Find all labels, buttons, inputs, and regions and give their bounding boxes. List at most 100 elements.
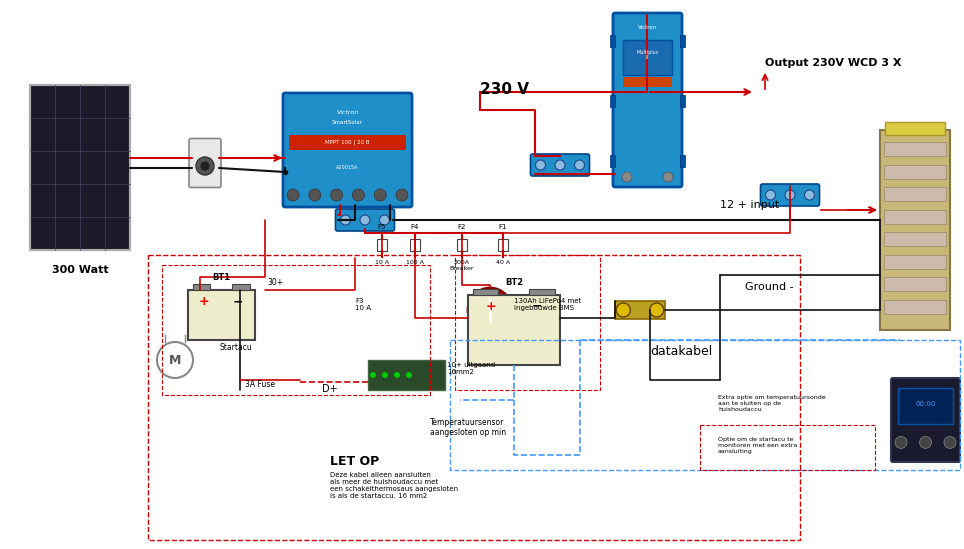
Bar: [884, 255, 946, 268]
FancyBboxPatch shape: [613, 13, 682, 187]
Text: Startacu: Startacu: [220, 343, 253, 352]
Circle shape: [380, 215, 389, 225]
Bar: [188, 290, 255, 340]
Bar: [498, 239, 508, 251]
Text: F4: F4: [411, 224, 419, 230]
Circle shape: [663, 172, 673, 182]
Circle shape: [622, 172, 632, 182]
Bar: [880, 130, 950, 330]
Circle shape: [396, 189, 408, 201]
Text: Extra optie om temperatuursonde
aan te sluiten op de
huishoudaccu: Extra optie om temperatuursonde aan te s…: [718, 395, 825, 412]
Text: 10+ uitgaand
16mm2: 10+ uitgaand 16mm2: [447, 362, 495, 375]
FancyBboxPatch shape: [891, 378, 960, 462]
Bar: [368, 360, 445, 390]
Text: Ground -: Ground -: [745, 282, 793, 292]
Text: 300 Watt: 300 Watt: [52, 265, 108, 275]
Text: Deze kabel alleen aansluiten
als meer de huishoudaccu met
een schakelthermosaus : Deze kabel alleen aansluiten als meer de…: [330, 472, 458, 499]
FancyBboxPatch shape: [530, 154, 590, 176]
Text: Victron: Victron: [638, 25, 657, 30]
Bar: [610, 35, 615, 47]
Circle shape: [370, 372, 376, 378]
Text: SmartSolar: SmartSolar: [332, 120, 363, 125]
Bar: [680, 35, 685, 47]
Text: A20015A: A20015A: [336, 165, 359, 170]
Bar: [884, 165, 946, 178]
Text: 12 + input: 12 + input: [720, 200, 779, 210]
Bar: [529, 289, 555, 295]
Text: 3A Fuse: 3A Fuse: [245, 380, 275, 389]
Bar: [680, 155, 685, 167]
Circle shape: [394, 372, 400, 378]
Bar: [30, 85, 130, 250]
Bar: [455, 255, 600, 390]
Bar: [898, 388, 953, 424]
Circle shape: [805, 190, 815, 200]
Bar: [884, 142, 946, 156]
Circle shape: [382, 372, 388, 378]
Circle shape: [765, 190, 775, 200]
FancyBboxPatch shape: [335, 209, 394, 231]
Bar: [232, 284, 250, 290]
Bar: [885, 122, 945, 135]
Circle shape: [196, 157, 214, 175]
Circle shape: [650, 303, 663, 317]
Circle shape: [340, 215, 351, 225]
Text: D+: D+: [322, 384, 337, 394]
Text: Temperatuursensor
aangesloten op min: Temperatuursensor aangesloten op min: [430, 418, 506, 438]
Text: F3
10 A: F3 10 A: [355, 298, 371, 311]
Text: 40 A: 40 A: [495, 260, 510, 265]
Bar: [623, 40, 672, 75]
Bar: [410, 239, 420, 251]
Circle shape: [616, 303, 630, 317]
Circle shape: [360, 215, 370, 225]
Bar: [680, 95, 685, 107]
Bar: [884, 277, 946, 291]
Text: M: M: [169, 354, 181, 367]
Text: BT2: BT2: [505, 278, 523, 287]
Circle shape: [308, 189, 321, 201]
Bar: [610, 95, 615, 107]
Bar: [377, 239, 387, 251]
Bar: [162, 265, 430, 395]
Text: Output 230V WCD 3 X: Output 230V WCD 3 X: [765, 58, 901, 68]
Text: F2: F2: [458, 224, 467, 230]
Bar: [457, 239, 467, 251]
Text: 130Ah LiFePo4 met
ingebouwde BMS: 130Ah LiFePo4 met ingebouwde BMS: [514, 298, 581, 311]
Text: MPPT 100 | 20 B: MPPT 100 | 20 B: [325, 139, 370, 145]
Circle shape: [575, 160, 584, 170]
Bar: [468, 295, 560, 365]
Bar: [884, 232, 946, 246]
Text: 00:00: 00:00: [915, 401, 936, 407]
Text: datakabel: datakabel: [650, 345, 712, 358]
Circle shape: [920, 436, 931, 449]
Bar: [289, 135, 406, 150]
Circle shape: [535, 160, 546, 170]
Circle shape: [374, 189, 387, 201]
Bar: [30, 85, 130, 250]
Bar: [610, 155, 615, 167]
FancyBboxPatch shape: [761, 184, 819, 206]
Text: 230 V: 230 V: [480, 82, 529, 97]
Text: F5: F5: [378, 224, 387, 230]
Circle shape: [287, 189, 299, 201]
Circle shape: [555, 160, 565, 170]
Circle shape: [944, 436, 956, 449]
Text: −: −: [532, 300, 542, 313]
Circle shape: [895, 436, 907, 449]
Bar: [700, 425, 875, 470]
Text: 200A
Breaker: 200A Breaker: [450, 260, 474, 271]
Circle shape: [468, 288, 512, 332]
Text: F1: F1: [498, 224, 507, 230]
Text: 100 A: 100 A: [406, 260, 424, 265]
FancyBboxPatch shape: [189, 138, 221, 188]
Bar: [623, 77, 672, 87]
Text: −: −: [232, 295, 243, 308]
Bar: [148, 255, 800, 540]
Bar: [884, 210, 946, 223]
Text: +: +: [199, 295, 209, 308]
Bar: [884, 300, 946, 313]
Text: +: +: [486, 300, 496, 313]
Text: Optie om de startacu te
monitoren met een extra
aansluiting: Optie om de startacu te monitoren met ee…: [718, 437, 797, 453]
Bar: [193, 284, 210, 290]
Bar: [450, 340, 960, 470]
